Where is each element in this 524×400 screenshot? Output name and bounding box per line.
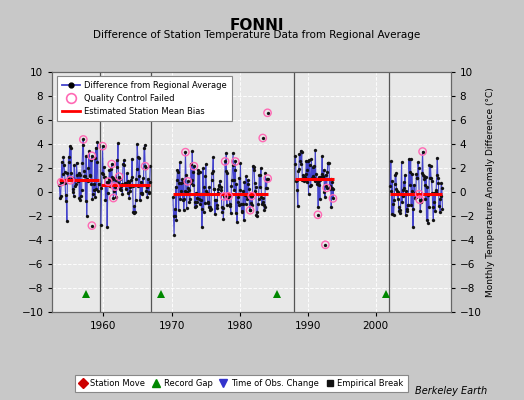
Point xyxy=(109,195,117,201)
Point xyxy=(66,177,74,184)
Point xyxy=(183,178,192,184)
Text: Difference of Station Temperature Data from Regional Average: Difference of Station Temperature Data f… xyxy=(93,30,420,40)
Point xyxy=(104,178,113,185)
Point xyxy=(99,143,107,149)
Point xyxy=(418,148,427,155)
Legend: Station Move, Record Gap, Time of Obs. Change, Empirical Break: Station Move, Record Gap, Time of Obs. C… xyxy=(74,374,408,392)
Point xyxy=(88,153,96,159)
Point xyxy=(220,193,228,200)
Point xyxy=(264,175,272,182)
Point xyxy=(115,174,123,180)
Point xyxy=(416,196,424,203)
Text: FONNI: FONNI xyxy=(230,18,284,33)
Point xyxy=(231,158,239,165)
Point xyxy=(181,149,190,155)
Point xyxy=(264,110,272,116)
Point xyxy=(314,212,322,218)
Point xyxy=(322,185,331,191)
Y-axis label: Monthly Temperature Anomaly Difference (°C): Monthly Temperature Anomaly Difference (… xyxy=(486,87,495,297)
Point xyxy=(221,158,230,165)
Point xyxy=(88,222,96,229)
Point xyxy=(246,207,254,214)
Point xyxy=(258,135,267,141)
Point xyxy=(79,136,88,143)
Point xyxy=(107,161,116,167)
Point xyxy=(111,184,119,190)
Point xyxy=(57,179,66,185)
Point xyxy=(329,195,337,202)
Point xyxy=(321,242,330,248)
Legend: Difference from Regional Average, Quality Control Failed, Estimated Station Mean: Difference from Regional Average, Qualit… xyxy=(57,76,232,121)
Point xyxy=(141,163,149,169)
Point xyxy=(190,163,198,169)
Point xyxy=(415,191,423,197)
Point xyxy=(224,193,233,200)
Point xyxy=(248,193,256,199)
Text: Berkeley Earth: Berkeley Earth xyxy=(415,386,487,396)
